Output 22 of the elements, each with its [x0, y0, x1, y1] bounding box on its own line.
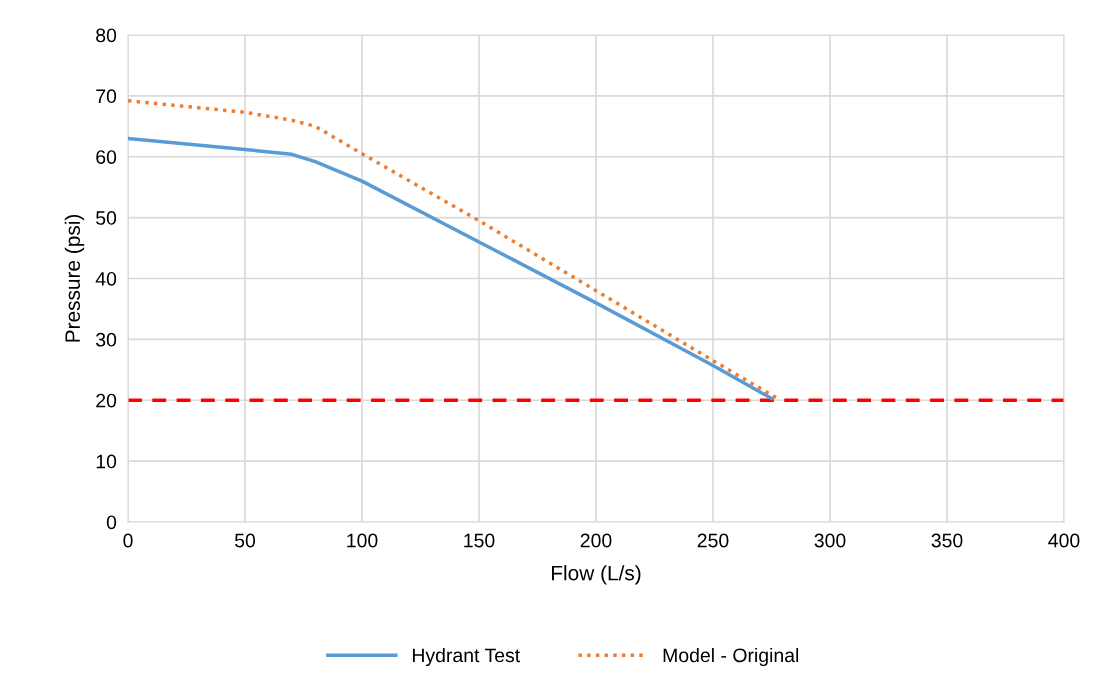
legend-label: Hydrant Test	[412, 647, 521, 667]
y-tick-label: 60	[96, 150, 117, 164]
x-tick-label: 350	[931, 533, 963, 548]
x-tick-label: 200	[580, 533, 612, 548]
y-tick-label: 70	[96, 89, 117, 104]
x-tick-label: 100	[347, 533, 378, 548]
x-tick-label: 300	[814, 533, 846, 548]
x-tick-label: 50	[234, 533, 256, 548]
x-axis-title: Flow (L/s)	[551, 565, 641, 585]
x-tick-label: 400	[1048, 533, 1080, 548]
y-tick-label: 10	[96, 454, 117, 469]
y-tick-label: 0	[106, 515, 117, 530]
y-axis-title: Pressure (psi)	[64, 214, 85, 342]
y-tick-label: 40	[95, 271, 117, 286]
legend-label: Model - Original	[663, 647, 799, 667]
y-tick-label: 80	[96, 28, 117, 43]
y-tick-label: 50	[96, 211, 117, 225]
x-tick-label: 150	[464, 533, 495, 548]
x-tick-label: 0	[123, 533, 133, 548]
x-tick-label: 250	[697, 533, 729, 548]
y-tick-label: 30	[96, 332, 117, 347]
y-tick-label: 20	[96, 393, 117, 408]
